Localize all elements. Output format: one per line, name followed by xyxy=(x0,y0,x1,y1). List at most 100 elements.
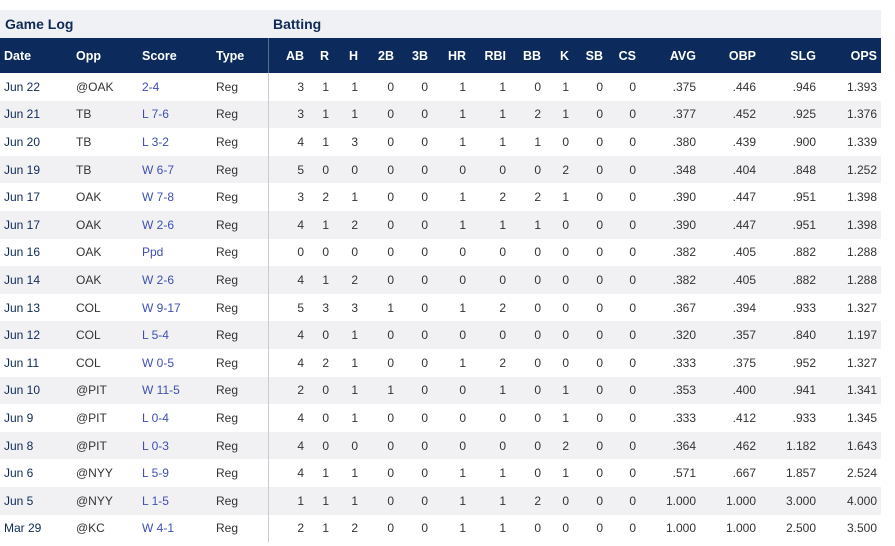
cell-hr: 0 xyxy=(432,155,470,184)
cell-h: 1 xyxy=(333,100,362,129)
score-link[interactable]: Ppd xyxy=(142,245,164,260)
cell-obp: .452 xyxy=(700,100,760,129)
column-header-avg[interactable]: AVG xyxy=(640,38,700,73)
cell-sb: 0 xyxy=(573,486,607,515)
score-link[interactable]: L 0-3 xyxy=(138,431,212,460)
column-header-obp[interactable]: OBP xyxy=(700,38,760,73)
cell-slg: .925 xyxy=(760,100,820,129)
cell-cs: 0 xyxy=(607,266,640,294)
cell-hr: 1 xyxy=(459,355,466,370)
cell-ops: 1.252 xyxy=(820,155,881,184)
cell-3b: 0 xyxy=(421,410,428,425)
cell-slg: .840 xyxy=(760,321,820,349)
cell-date: Jun 14 xyxy=(0,266,72,294)
cell-ab: 5 xyxy=(268,155,308,184)
cell-h: 3 xyxy=(351,300,358,315)
cell-opp: @NYY xyxy=(76,466,113,481)
cell-rbi: 1 xyxy=(470,100,510,129)
column-header-3b[interactable]: 3B xyxy=(398,38,432,73)
score-link[interactable]: W 11-5 xyxy=(138,376,212,405)
score-link[interactable]: L 3-2 xyxy=(142,134,169,149)
cell-opp: COL xyxy=(76,300,101,315)
column-header-opp[interactable]: Opp xyxy=(72,38,138,73)
cell-r: 1 xyxy=(308,210,333,239)
cell-bb: 0 xyxy=(510,321,545,349)
cell-r: 0 xyxy=(322,245,329,260)
score-link[interactable]: L 7-6 xyxy=(138,100,212,129)
score-link[interactable]: L 5-4 xyxy=(138,321,212,349)
cell-date: Jun 17 xyxy=(4,190,41,205)
score-link[interactable]: W 6-7 xyxy=(138,155,212,184)
column-header-hr[interactable]: HR xyxy=(432,38,470,73)
column-header-k[interactable]: K xyxy=(545,38,573,73)
column-header-slg[interactable]: SLG xyxy=(760,38,820,73)
cell-slg: .900 xyxy=(792,134,816,149)
column-header-r[interactable]: R xyxy=(308,38,333,73)
column-header-bb[interactable]: BB xyxy=(510,38,545,73)
score-link[interactable]: W 9-17 xyxy=(142,300,181,315)
column-header-ab[interactable]: AB xyxy=(268,38,308,73)
score-link[interactable]: W 0-5 xyxy=(142,355,175,370)
cell-avg: .348 xyxy=(640,155,700,184)
cell-ops: 1.341 xyxy=(820,376,881,405)
cell-hr: 1 xyxy=(432,486,470,515)
cell-type: Reg xyxy=(212,266,269,294)
cell-cs: 0 xyxy=(607,100,640,129)
cell-ab: 2 xyxy=(297,521,304,536)
cell-3b: 0 xyxy=(398,486,432,515)
cell-2b: 0 xyxy=(362,431,398,460)
cell-sb: 0 xyxy=(596,521,603,536)
cell-slg: 1.857 xyxy=(785,466,816,481)
game-log-panel: Game Log Batting Date Opp Score Type AB R H 2B 3… xyxy=(0,10,882,543)
cell-opp: OAK xyxy=(76,245,102,260)
cell-k: 0 xyxy=(562,521,569,536)
score-link[interactable]: W 7-8 xyxy=(142,190,175,205)
column-header-ops[interactable]: OPS xyxy=(820,38,881,73)
cell-k: 1 xyxy=(545,100,573,129)
cell-ops: 1.327 xyxy=(846,300,877,315)
cell-bb: 0 xyxy=(510,431,545,460)
cell-opp: @PIT xyxy=(72,376,138,405)
cell-ops: 2.524 xyxy=(846,466,877,481)
cell-cs: 0 xyxy=(607,321,640,349)
cell-bb: 0 xyxy=(534,245,541,260)
table-row: Jun 14 OAK W 2-6 Reg 4 1 2 0 0 0 0 0 0 0 0.382.405.882… xyxy=(0,266,881,294)
column-header-2b[interactable]: 2B xyxy=(362,38,398,73)
cell-h: 1 xyxy=(333,376,362,405)
score-link[interactable]: L 5-9 xyxy=(142,466,169,481)
column-header-rbi[interactable]: RBI xyxy=(470,38,510,73)
column-header-h[interactable]: H xyxy=(333,38,362,73)
cell-rbi: 2 xyxy=(499,300,506,315)
score-link[interactable]: W 2-6 xyxy=(138,266,212,294)
column-header-date[interactable]: Date xyxy=(0,38,72,73)
score-link[interactable]: L 1-5 xyxy=(138,486,212,515)
column-header-type[interactable]: Type xyxy=(212,38,269,73)
cell-slg: .951 xyxy=(792,190,816,205)
cell-hr: 1 xyxy=(459,521,466,536)
cell-r: 1 xyxy=(322,134,329,149)
cell-sb: 0 xyxy=(596,466,603,481)
cell-k: 1 xyxy=(562,190,569,205)
cell-date: Jun 19 xyxy=(0,155,72,184)
cell-sb: 0 xyxy=(596,300,603,315)
score-link[interactable]: L 0-4 xyxy=(142,410,169,425)
cell-3b: 0 xyxy=(421,300,428,315)
score-link[interactable]: 2-4 xyxy=(142,79,160,94)
cell-slg: .882 xyxy=(760,266,820,294)
cell-hr: 1 xyxy=(432,100,470,129)
cell-3b: 0 xyxy=(421,79,428,94)
column-header-score[interactable]: Score xyxy=(138,38,212,73)
score-link[interactable]: W 4-1 xyxy=(142,521,175,536)
cell-type: Reg xyxy=(212,514,269,543)
game-log-table: Date Opp Score Type AB R H 2B 3B HR RBI BB K SB CS AVG O… xyxy=(0,38,882,543)
cell-type: Reg xyxy=(212,73,269,101)
column-header-cs[interactable]: CS xyxy=(607,38,640,73)
cell-obp: .667 xyxy=(732,466,756,481)
column-header-sb[interactable]: SB xyxy=(573,38,607,73)
cell-type: Reg xyxy=(212,293,269,322)
cell-cs: 0 xyxy=(629,79,636,94)
cell-2b: 0 xyxy=(387,355,394,370)
cell-ops: 1.345 xyxy=(846,410,877,425)
score-link[interactable]: W 2-6 xyxy=(138,210,212,239)
cell-r: 0 xyxy=(308,376,333,405)
